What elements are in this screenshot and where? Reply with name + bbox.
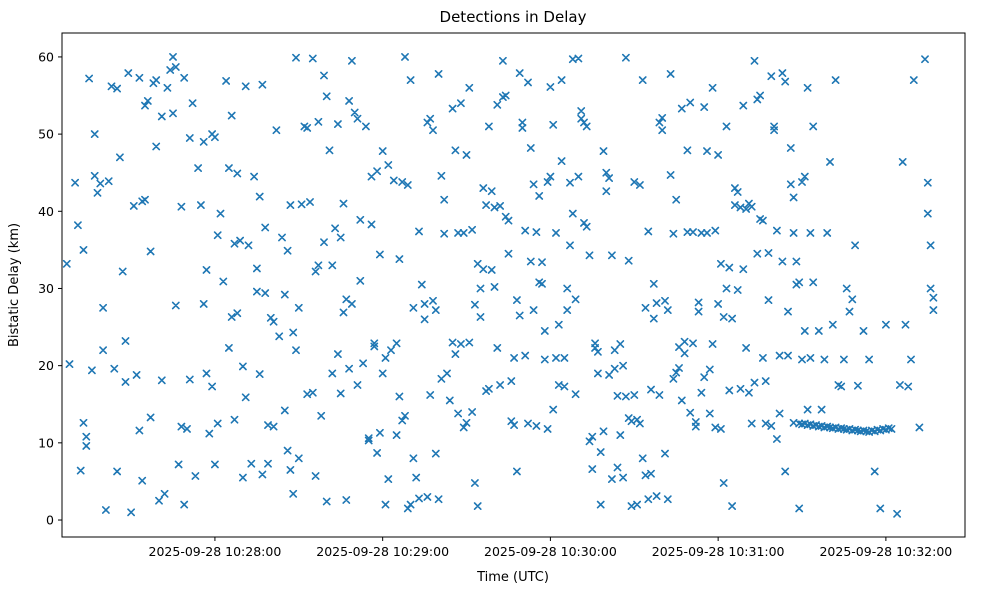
- y-tick-label: 30: [38, 281, 54, 296]
- x-tick-label: 2025-09-28 10:32:00: [819, 544, 952, 559]
- x-tick-label: 2025-09-28 10:30:00: [484, 544, 617, 559]
- y-tick-label: 50: [38, 127, 54, 142]
- x-tick-label: 2025-09-28 10:29:00: [316, 544, 449, 559]
- x-tick-label: 2025-09-28 10:28:00: [149, 544, 282, 559]
- y-tick-label: 0: [46, 513, 54, 528]
- scatter-points: [62, 53, 938, 518]
- y-axis-label: Bistatic Delay (km): [7, 223, 22, 347]
- x-axis-label: Time (UTC): [476, 570, 549, 585]
- y-tick-label: 60: [38, 49, 54, 64]
- y-tick-label: 40: [38, 204, 54, 219]
- y-tick-label: 10: [38, 435, 54, 450]
- x-tick-label: 2025-09-28 10:31:00: [652, 544, 785, 559]
- axes-spines: [61, 32, 966, 538]
- scatter-points-layer: [62, 53, 938, 518]
- chart-title: Detections in Delay: [440, 8, 587, 26]
- tick-labels-layer: 2025-09-28 10:28:00 2025-09-28 10:29:00 20…: [38, 49, 952, 559]
- y-tick-label: 20: [38, 358, 54, 373]
- axes-layer: [61, 32, 966, 538]
